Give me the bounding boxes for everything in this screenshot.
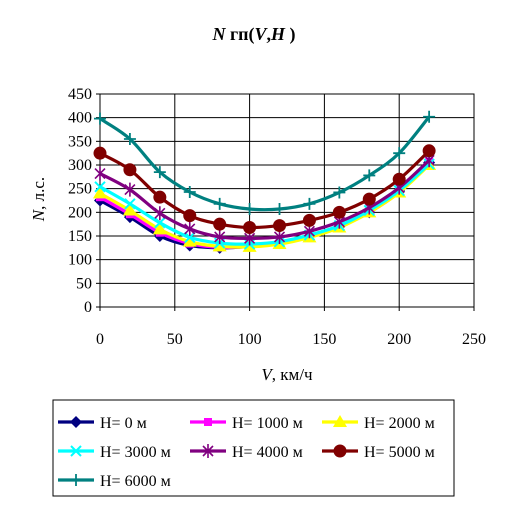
legend-item: H= 0 м	[58, 415, 147, 432]
series-layer	[93, 110, 437, 254]
data-point	[124, 198, 136, 210]
data-point	[183, 209, 197, 223]
data-point	[214, 229, 226, 244]
legend-items: H= 0 м H= 1000 м H= 2000 м H= 3000 м H= 4000…	[58, 415, 435, 490]
legend-label: H= 4000 м	[232, 444, 303, 461]
data-point	[212, 239, 227, 252]
legend-item: H= 4000 м	[190, 444, 303, 461]
data-point	[124, 182, 136, 197]
legend-item: H= 2000 м	[322, 415, 435, 432]
y-tick-label: 400	[68, 110, 92, 127]
data-point	[152, 222, 167, 235]
data-point	[422, 144, 436, 158]
series-7	[94, 110, 436, 216]
data-point	[392, 172, 406, 186]
data-point	[273, 229, 286, 244]
data-point	[93, 146, 107, 160]
legend-marker	[70, 445, 82, 457]
y-tick-label: 450	[68, 86, 92, 103]
x-axis: 0 50 100 150 200 250	[96, 307, 486, 348]
data-point	[303, 197, 316, 210]
data-point	[302, 213, 316, 227]
y-tick-label: 100	[68, 252, 92, 269]
legend-marker	[333, 415, 347, 427]
data-point	[123, 163, 137, 177]
legend-label: H= 0 м	[100, 415, 147, 432]
data-point	[94, 181, 106, 193]
data-point	[123, 132, 136, 145]
y-tick-label: 250	[68, 181, 92, 198]
y-axis-label: N, л.с.	[29, 177, 48, 222]
data-point	[213, 197, 226, 210]
legend-marker	[333, 444, 347, 458]
legend-marker	[70, 474, 82, 486]
x-tick-label: 200	[387, 331, 411, 348]
y-tick-label: 0	[84, 299, 92, 316]
data-point	[363, 169, 376, 182]
legend-marker	[204, 418, 212, 426]
legend	[52, 399, 455, 497]
y-tick-label: 200	[68, 204, 92, 221]
x-axis-label: V, км/ч	[261, 365, 313, 384]
x-tick-label: 250	[462, 331, 486, 348]
data-point	[183, 185, 196, 198]
legend-item: H= 1000 м	[190, 415, 303, 432]
data-point	[154, 217, 166, 229]
data-point	[362, 192, 376, 206]
data-point	[153, 166, 166, 179]
legend-item: H= 6000 м	[58, 473, 171, 490]
chart-title: N гп(V,H )	[211, 24, 295, 45]
x-tick-label: 150	[312, 331, 336, 348]
data-point	[184, 231, 196, 244]
data-point	[213, 217, 227, 231]
series-6	[93, 144, 436, 234]
y-tick-label: 50	[76, 275, 92, 292]
x-tick-label: 50	[167, 331, 183, 348]
legend-marker	[70, 416, 82, 428]
data-point	[153, 190, 167, 204]
data-point	[154, 206, 166, 221]
data-point	[122, 203, 137, 216]
data-point	[243, 203, 256, 216]
data-point	[333, 186, 346, 199]
y-axis: 0 50 100 150 200 250 300 350 400 450	[68, 86, 100, 316]
data-point	[332, 205, 346, 219]
data-point	[184, 221, 196, 236]
legend-label: H= 1000 м	[232, 415, 303, 432]
y-tick-label: 150	[68, 228, 92, 245]
series-line	[99, 115, 431, 212]
legend-item: H= 5000 м	[322, 444, 435, 461]
data-point	[393, 147, 406, 160]
legend-label: H= 6000 м	[100, 473, 171, 490]
legend-marker	[202, 444, 214, 458]
data-point	[182, 234, 197, 247]
legend-label: H= 5000 м	[364, 444, 435, 461]
y-tick-label: 350	[68, 133, 92, 150]
data-point	[94, 112, 106, 125]
data-point	[423, 110, 436, 123]
data-point	[273, 203, 286, 216]
legend-label: H= 3000 м	[100, 444, 171, 461]
data-point	[94, 166, 106, 181]
legend-label: H= 2000 м	[364, 415, 435, 432]
data-point	[243, 220, 257, 234]
data-point	[93, 186, 107, 199]
x-tick-label: 100	[238, 331, 262, 348]
data-point	[273, 219, 287, 233]
legend-item: H= 3000 м	[58, 444, 171, 461]
x-tick-label: 0	[96, 331, 104, 348]
y-tick-label: 300	[68, 157, 92, 174]
